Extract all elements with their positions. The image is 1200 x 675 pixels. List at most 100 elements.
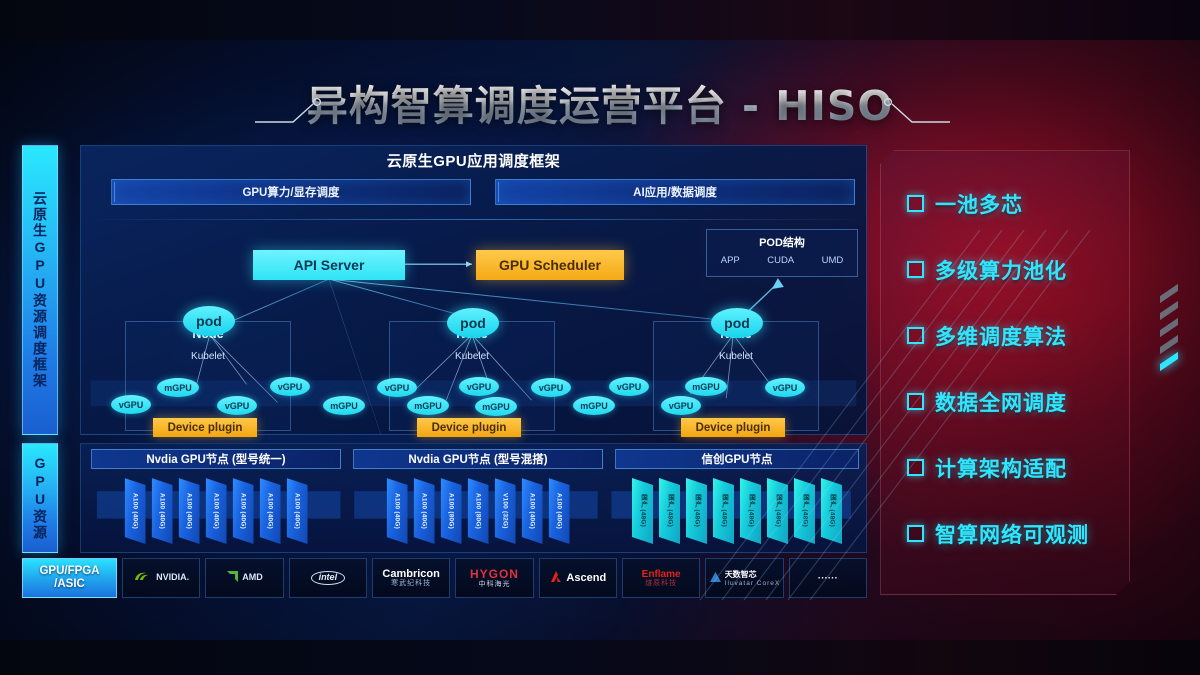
vendor-gpu-fpga-asic[interactable]: GPU/FPGA /ASIC (22, 558, 117, 598)
checkbox-icon (907, 261, 924, 278)
vendor-label: intel (310, 571, 346, 585)
vendor-label: Ascend (566, 571, 607, 584)
vendor-sublabel: Iluvatar CoreX (724, 579, 781, 587)
gpu-card-label: 国产 (48G) (828, 494, 836, 528)
feature-item-4[interactable]: 数据全网调度 (907, 379, 1129, 424)
gpu-card[interactable]: 国产 (48G) (767, 478, 788, 544)
feature-item-2[interactable]: 多级算力池化 (907, 247, 1129, 292)
gpu-card-label: A100 (40G) (185, 493, 193, 529)
vendor-amd[interactable]: AMD (205, 558, 284, 598)
node-card-1: Node Kubelet (125, 321, 291, 431)
gpu-oval[interactable]: mGPU (407, 396, 449, 415)
gpu-card-row: A100 (40G) A100 (40G) A100 (80G) A100 (8… (353, 478, 603, 544)
gpu-card-label: A100 (80G) (447, 493, 455, 529)
gpu-oval[interactable]: vGPU (217, 396, 257, 415)
gpu-card[interactable]: A100 (40G) (387, 478, 408, 544)
gpu-oval[interactable]: vGPU (531, 378, 571, 397)
gpu-card-row: A100 (40G) A100 (40G) A100 (40G) A100 (4… (91, 478, 341, 544)
gpu-oval[interactable]: mGPU (573, 396, 615, 415)
pod-oval-1[interactable]: pod (183, 306, 235, 336)
gpu-oval[interactable]: mGPU (157, 378, 199, 397)
gpu-oval[interactable]: vGPU (377, 378, 417, 397)
feature-item-3[interactable]: 多维调度算法 (907, 313, 1129, 358)
gpu-oval[interactable]: mGPU (685, 377, 727, 396)
gpu-card[interactable]: 国产 (48G) (632, 478, 653, 544)
gpu-card-label: 国产 (48G) (693, 494, 701, 528)
gpu-card-label: 国产 (48G) (774, 494, 782, 528)
gpu-oval[interactable]: vGPU (661, 396, 701, 415)
gpu-card-label: A100 (40G) (420, 493, 428, 529)
gpu-card[interactable]: A100 (40G) (125, 478, 146, 544)
gpu-card[interactable]: A100 (40G) (206, 478, 227, 544)
vendor-cambricon[interactable]: Cambricon 寒武纪科技 (371, 558, 451, 598)
cloud-native-section: 云原生GPU应用调度框架 GPU算力/显存调度 AI应用/数据调度 (80, 145, 867, 437)
gpu-card[interactable]: 国产 (48G) (713, 478, 734, 544)
ascend-logo-icon (549, 570, 563, 586)
gpu-card[interactable]: 国产 (48G) (821, 478, 842, 544)
gpu-card[interactable]: A100 (40G) (152, 478, 173, 544)
vendor-label: 天数智芯 (724, 569, 757, 579)
gpu-group-title: Nvdia GPU节点 (型号统一) (91, 449, 341, 469)
feature-label: 一池多芯 (935, 193, 1023, 217)
gpu-card[interactable]: V100 (32G) (495, 478, 516, 544)
gpu-oval[interactable]: vGPU (609, 377, 649, 396)
gpu-oval[interactable]: mGPU (323, 396, 365, 415)
vendor-label: Cambricon (382, 568, 440, 581)
gpu-group-title: 信创GPU节点 (615, 449, 859, 469)
vendor-logo-strip: GPU/FPGA /ASIC NVIDIA. AMD intel Cambric… (22, 558, 867, 598)
gpu-card-label: 国产 (48G) (720, 494, 728, 528)
gpu-oval[interactable]: vGPU (765, 378, 805, 397)
gpu-card[interactable]: A100 (40G) (179, 478, 200, 544)
pill-gpu-compute[interactable]: GPU算力/显存调度 (111, 179, 471, 205)
gpu-card[interactable]: 国产 (48G) (659, 478, 680, 544)
device-plugin-1[interactable]: Device plugin (153, 418, 257, 437)
checkbox-icon (907, 327, 924, 344)
gpu-card[interactable]: A100 (40G) (522, 478, 543, 544)
gpu-card[interactable]: A100 (40G) (549, 478, 570, 544)
vendor-hygon[interactable]: HYGON 中科海光 (455, 558, 534, 598)
device-plugin-3[interactable]: Device plugin (681, 418, 785, 437)
vendor-enflame[interactable]: Enflame 燧原科技 (621, 558, 701, 598)
gpu-oval[interactable]: vGPU (270, 377, 310, 396)
gpu-card[interactable]: A100 (40G) (260, 478, 281, 544)
gpu-card[interactable]: A100 (80G) (468, 478, 489, 544)
vendor-nvidia[interactable]: NVIDIA. (122, 558, 201, 598)
gpu-card[interactable]: 国产 (48G) (686, 478, 707, 544)
feature-item-5[interactable]: 计算架构适配 (907, 445, 1129, 490)
gpu-oval[interactable]: mGPU (475, 397, 517, 416)
gpu-card[interactable]: A100 (40G) (233, 478, 254, 544)
feature-label: 数据全网调度 (935, 391, 1067, 415)
sidebar-label-gpu-resource: GPU资源 (22, 443, 58, 553)
checkbox-icon (907, 459, 924, 476)
gpu-oval[interactable]: vGPU (111, 395, 151, 414)
pod-oval-3[interactable]: pod (711, 308, 763, 338)
gpu-oval[interactable]: vGPU (459, 377, 499, 396)
device-plugin-2[interactable]: Device plugin (417, 418, 521, 437)
gpu-card[interactable]: 国产 (48G) (740, 478, 761, 544)
vendor-intel[interactable]: intel (288, 558, 367, 598)
api-server-box[interactable]: API Server (253, 250, 405, 280)
feature-panel: 一池多芯 多级算力池化 多维调度算法 数据全网调度 计算架构适配 智算网络可观测 (880, 150, 1130, 595)
iluvatar-logo-icon (709, 571, 722, 586)
gpu-card[interactable]: A100 (40G) (414, 478, 435, 544)
pill-ai-application[interactable]: AI应用/数据调度 (495, 179, 855, 205)
bottom-band (0, 640, 1200, 675)
vendor-sublabel: 中科海光 (478, 580, 511, 588)
feature-item-6[interactable]: 智算网络可观测 (907, 511, 1129, 556)
gpu-card[interactable]: A100 (80G) (441, 478, 462, 544)
gpu-card[interactable]: 国产 (48G) (794, 478, 815, 544)
pod-oval-2[interactable]: pod (447, 308, 499, 338)
gpu-card[interactable]: A100 (40G) (287, 478, 308, 544)
gpu-scheduler-box[interactable]: GPU Scheduler (476, 250, 624, 280)
nvidia-logo-icon (133, 571, 153, 586)
vendor-more[interactable]: ······ (788, 558, 867, 598)
feature-item-1[interactable]: 一池多芯 (907, 181, 1129, 226)
vendor-label: NVIDIA. (156, 572, 190, 583)
gpu-card-label: A100 (40G) (158, 493, 166, 529)
gpu-card-label: 国产 (48G) (639, 494, 647, 528)
vendor-iluvatar[interactable]: 天数智芯 Iluvatar CoreX (705, 558, 784, 598)
pod-layer-umd: UMD (821, 255, 844, 266)
vendor-ascend[interactable]: Ascend (538, 558, 617, 598)
gpu-card-label: A100 (80G) (474, 493, 482, 529)
